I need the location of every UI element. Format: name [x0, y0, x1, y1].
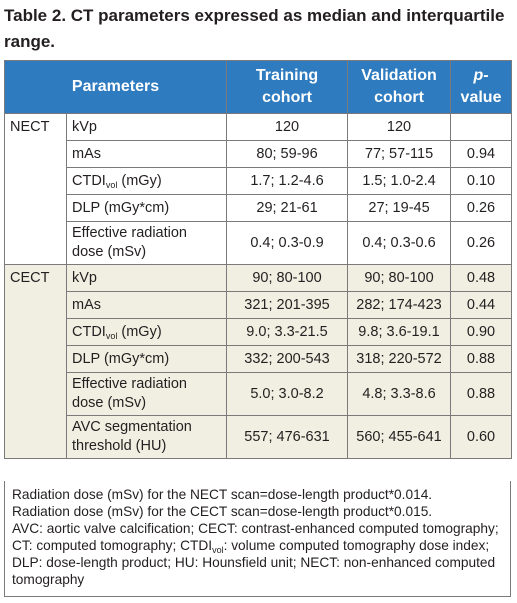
validation-cell: 77; 57-115 [347, 140, 452, 168]
param-cell: DLP (mGy*cm) [65, 345, 228, 373]
p-value-cell: 0.90 [450, 318, 513, 346]
param-cell: kVp [65, 113, 228, 141]
table-row: mAs 321; 201-395 282; 174-423 0.44 [5, 291, 513, 319]
header-training-cohort: Training cohort [226, 60, 349, 114]
ct-parameters-table: Parameters Training cohort Validation co… [3, 60, 513, 459]
table-row: AVC segmentation threshold (HU) 557; 476… [5, 415, 513, 459]
param-cell: AVC segmentation threshold (HU) [65, 415, 228, 459]
param-cell: Effective radiation dose (mSv) [65, 372, 228, 416]
p-value-cell [450, 113, 513, 141]
header-p-suffix: -value [460, 67, 502, 106]
training-cell: 90; 80-100 [226, 264, 349, 292]
validation-cell: 90; 80-100 [347, 264, 452, 292]
table-row: DLP (mGy*cm) 29; 21-61 27; 19-45 0.26 [5, 194, 513, 222]
param-ctdi-unit: (mGy) [117, 172, 162, 189]
header-p-value: p-value [450, 60, 513, 114]
p-value-cell: 0.44 [450, 291, 513, 319]
table-row: CECT kVp 90; 80-100 90; 80-100 0.48 [4, 264, 513, 459]
param-ctdi-sub: vol [105, 330, 118, 341]
param-cell: Effective radiation dose (mSv) [65, 221, 228, 265]
table-row: CTDIvol (mGy) 1.7; 1.2-4.6 1.5; 1.0-2.4 … [5, 167, 513, 195]
table-row: Effective radiation dose (mSv) 0.4; 0.3-… [5, 221, 513, 265]
param-cell: CTDIvol (mGy) [65, 318, 228, 346]
table-row: NECT kVp 120 120 [4, 113, 513, 265]
p-value-cell: 0.26 [450, 194, 513, 222]
p-value-cell: 0.88 [450, 345, 513, 373]
param-ctdi-sub: vol [105, 179, 118, 190]
validation-cell: 120 [347, 113, 452, 141]
p-value-cell: 0.88 [450, 372, 513, 416]
p-value-cell: 0.94 [450, 140, 513, 168]
table-row: CTDIvol (mGy) 9.0; 3.3-21.5 9.8; 3.6-19.… [5, 318, 513, 346]
p-value-cell: 0.26 [450, 221, 513, 265]
group-label-cect: CECT [4, 264, 67, 459]
validation-cell: 318; 220-572 [347, 345, 452, 373]
validation-cell: 560; 455-641 [347, 415, 452, 459]
table-row: mAs 80; 59-96 77; 57-115 0.94 [5, 140, 513, 168]
validation-cell: 27; 19-45 [347, 194, 452, 222]
abbrev-text-start: AVC: aortic valve calcification; CECT: c… [12, 521, 499, 553]
param-cell: kVp [65, 264, 228, 292]
abbrev-sub: vol [212, 545, 224, 555]
training-cell: 0.4; 0.3-0.9 [226, 221, 349, 265]
validation-cell: 1.5; 1.0-2.4 [347, 167, 452, 195]
p-value-cell: 0.10 [450, 167, 513, 195]
training-cell: 332; 200-543 [226, 345, 349, 373]
table-row: DLP (mGy*cm) 332; 200-543 318; 220-572 0… [5, 345, 513, 373]
header-validation-cohort: Validation cohort [347, 60, 452, 114]
header-row: Parameters Training cohort Validation co… [3, 60, 513, 114]
p-value-cell: 0.48 [450, 264, 513, 292]
header-p-italic: p [473, 67, 484, 84]
param-ctdi: CTDI [72, 323, 106, 340]
validation-cell: 4.8; 3.3-8.6 [347, 372, 452, 416]
header-parameters: Parameters [3, 60, 228, 114]
param-cell: mAs [65, 291, 228, 319]
training-cell: 557; 476-631 [226, 415, 349, 459]
param-cell: mAs [65, 140, 228, 168]
group-label-nect: NECT [4, 113, 67, 265]
training-cell: 80; 59-96 [226, 140, 349, 168]
table-footnote: Radiation dose (mSv) for the NECT scan=d… [4, 481, 511, 597]
footnote-abbreviations: AVC: aortic valve calcification; CECT: c… [12, 520, 504, 588]
param-ctdi-unit: (mGy) [117, 323, 162, 340]
param-cell: CTDIvol (mGy) [65, 167, 228, 195]
validation-cell: 0.4; 0.3-0.6 [347, 221, 452, 265]
p-value-cell: 0.60 [450, 415, 513, 459]
training-cell: 5.0; 3.0-8.2 [226, 372, 349, 416]
training-cell: 1.7; 1.2-4.6 [226, 167, 349, 195]
training-cell: 9.0; 3.3-21.5 [226, 318, 349, 346]
table-caption: Table 2. CT parameters expressed as medi… [4, 6, 505, 51]
param-cell: DLP (mGy*cm) [65, 194, 228, 222]
footnote-line-cect: Radiation dose (mSv) for the CECT scan=d… [12, 504, 433, 519]
param-ctdi: CTDI [72, 172, 106, 189]
table-row: Effective radiation dose (mSv) 5.0; 3.0-… [5, 372, 513, 416]
validation-cell: 282; 174-423 [347, 291, 452, 319]
footnote-line-nect: Radiation dose (mSv) for the NECT scan=d… [12, 487, 433, 502]
training-cell: 29; 21-61 [226, 194, 349, 222]
abbrev-text-end: : volume computed tomography dose index;… [12, 538, 496, 587]
training-cell: 120 [226, 113, 349, 141]
validation-cell: 9.8; 3.6-19.1 [347, 318, 452, 346]
training-cell: 321; 201-395 [226, 291, 349, 319]
